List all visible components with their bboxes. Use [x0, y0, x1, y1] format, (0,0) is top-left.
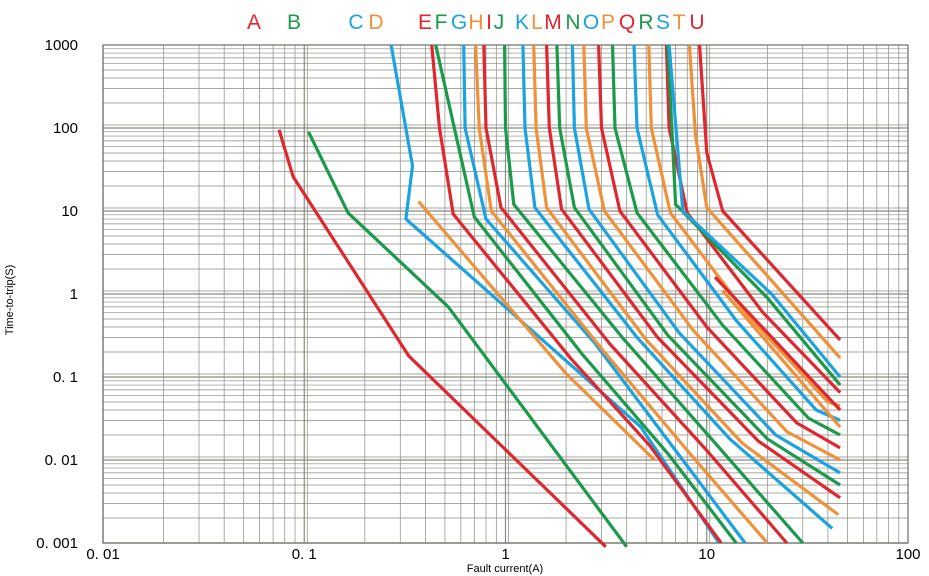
series-line-y [697, 44, 842, 341]
legend-item-o: O [583, 11, 599, 34]
legend-item-r: R [638, 11, 653, 34]
series-line-v [666, 44, 842, 387]
series-line-x [687, 44, 842, 359]
y-tick-label: 1000 [45, 37, 78, 54]
legend-item-s: S [656, 11, 670, 34]
y-tick-label: 10 [61, 203, 78, 220]
series-line-n [555, 44, 841, 487]
series-line-a [277, 129, 607, 548]
x-axis-title: Fault current(A) [467, 563, 543, 575]
legend-item-e: E [418, 11, 432, 34]
series-line-m [545, 44, 842, 500]
y-tick-label: 0. 01 [45, 452, 78, 469]
legend-item-p: P [601, 11, 615, 34]
series-line-l [532, 44, 840, 516]
x-tick-label: 0. 1 [292, 546, 317, 563]
y-tick-label: 1 [70, 286, 78, 303]
series-line-c [389, 44, 721, 544]
series-line-e [430, 44, 723, 544]
series-line-w [667, 44, 842, 379]
x-tick-label: 100 [895, 546, 920, 563]
legend-item-h: H [468, 11, 483, 34]
legend-item-n: N [565, 11, 580, 34]
series-line-q [597, 44, 841, 450]
y-tick-label: 0. 1 [53, 369, 78, 386]
series-line-j [503, 44, 805, 545]
legend-item-f: F [435, 11, 448, 34]
series-line-k [521, 44, 834, 530]
series-line-f [434, 44, 738, 544]
legend-item-i: I [486, 11, 492, 34]
series-line-d [417, 200, 656, 462]
legend-item-t: T [673, 11, 686, 34]
series-line-g [462, 44, 747, 544]
legend-item-d: D [368, 11, 383, 34]
y-tick-label: 0. 001 [36, 535, 78, 552]
legend-item-u: U [689, 11, 704, 34]
series-line-z2 [721, 289, 842, 429]
series-line-t [647, 44, 841, 408]
legend-item-j: J [494, 11, 505, 34]
legend-item-g: G [451, 11, 467, 34]
series-line-r [610, 44, 841, 437]
x-tick-labels: 0. 01 0. 1 1 10 100 [86, 546, 920, 563]
x-tick-label: 10 [698, 546, 715, 563]
legend-item-b: B [287, 11, 301, 34]
legend-item-k: K [515, 11, 529, 34]
series-line-s [632, 44, 841, 422]
legend-item-a: A [247, 11, 261, 34]
legend-item-l: L [531, 11, 543, 34]
x-tick-label: 1 [501, 546, 509, 563]
y-tick-label: 100 [53, 120, 78, 137]
y-tick-labels: 0. 001 0. 01 0. 1 1 10 100 1000 [36, 37, 78, 552]
series-line-h [474, 44, 769, 545]
series-line-i [482, 44, 789, 545]
series-line-u [664, 44, 842, 394]
legend-item-q: Q [619, 11, 635, 34]
series-line-z1 [713, 276, 842, 412]
legend-item-c: C [348, 11, 363, 34]
y-axis-title: Time-to-trip(S) [4, 265, 16, 335]
series-line-o [570, 44, 841, 475]
series-line-b [307, 131, 628, 548]
series-lines [277, 44, 842, 548]
series-line-p [582, 44, 841, 462]
x-tick-label: 0. 01 [86, 546, 119, 563]
legend-item-m: M [544, 11, 562, 34]
